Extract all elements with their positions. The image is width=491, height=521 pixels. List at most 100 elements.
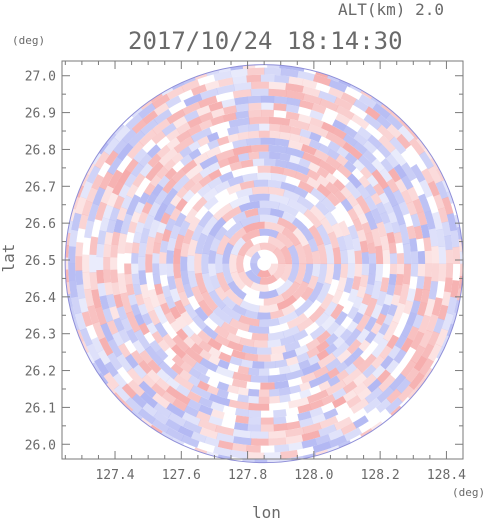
heatmap-cell: [92, 321, 106, 341]
heatmap-cell: [148, 218, 161, 239]
heatmap-cell: [216, 135, 230, 146]
heatmap-cell: [281, 281, 301, 301]
heatmap-cell: [176, 130, 191, 143]
heatmap-cell: [340, 422, 357, 436]
heatmap-cell: [296, 195, 315, 211]
heatmap-cell: [275, 278, 294, 296]
heatmap-cell: [147, 309, 161, 326]
heatmap-cell: [156, 144, 171, 159]
heatmap-cell: [346, 339, 362, 355]
heatmap-cell: [316, 349, 330, 361]
heatmap-cell: [402, 243, 412, 265]
heatmap-cell: [397, 125, 415, 143]
heatmap-cell: [424, 298, 436, 318]
heatmap-cell: [361, 222, 372, 235]
heatmap-cell: [307, 161, 321, 173]
y-axis-label: lat: [0, 244, 18, 273]
heatmap-cell: [326, 367, 340, 379]
heatmap-cell: [156, 293, 167, 306]
heatmap-cell: [200, 290, 218, 312]
heatmap-cell: [221, 205, 243, 223]
heatmap-cell: [268, 81, 287, 91]
heatmap-cell: [382, 320, 399, 342]
heatmap-cell: [238, 200, 260, 213]
heatmap-cell: [462, 220, 464, 237]
heatmap-cell: [198, 340, 213, 353]
heatmap-cell: [248, 102, 262, 111]
heatmap-cell: [441, 291, 451, 307]
heatmap-cell: [297, 403, 312, 414]
heatmap-cell: [319, 98, 339, 112]
heatmap-cell: [270, 208, 285, 218]
heatmap-cell: [267, 186, 286, 197]
heatmap-cell: [173, 373, 195, 391]
heatmap-cell: [421, 343, 434, 360]
heatmap-cell: [413, 225, 424, 240]
heatmap-cell: [288, 396, 310, 409]
heatmap-cell: [103, 269, 112, 283]
heatmap-cell: [146, 144, 161, 159]
heatmap-cell: [172, 115, 188, 129]
heatmap-cell: [376, 369, 391, 384]
heatmap-cell: [124, 173, 137, 188]
heatmap-cell: [338, 220, 351, 237]
heatmap-cell: [269, 395, 281, 404]
heatmap-cell: [276, 294, 297, 311]
heatmap-cell: [418, 193, 431, 213]
heatmap-cell: [282, 167, 298, 179]
heatmap-cell: [363, 113, 382, 131]
heatmap-cell: [253, 179, 269, 188]
heatmap-cell: [206, 384, 220, 396]
heatmap-cell: [396, 378, 411, 394]
heatmap-cell: [356, 183, 371, 200]
heatmap-cell: [131, 252, 139, 264]
heatmap-cell: [445, 263, 454, 279]
heatmap-cell: [184, 110, 200, 123]
heatmap-cell: [433, 317, 445, 334]
heatmap-cell: [174, 299, 187, 315]
heatmap-cell: [343, 160, 357, 173]
heatmap-cell: [230, 236, 247, 256]
heatmap-cell: [346, 395, 362, 409]
heatmap-cell: [171, 354, 185, 367]
heatmap-cell: [297, 410, 312, 421]
heatmap-cell: [227, 126, 240, 136]
heatmap-cell: [288, 118, 310, 131]
heatmap-cell: [375, 398, 392, 413]
heatmap-cell: [162, 178, 177, 194]
heatmap-cell: [154, 436, 171, 451]
heatmap-cell: [196, 105, 212, 117]
heatmap-cell: [176, 384, 191, 398]
heatmap-cell: [244, 309, 259, 320]
heatmap-cell: [427, 180, 440, 197]
heatmap-cell: [223, 105, 237, 115]
heatmap-cell: [212, 202, 233, 221]
heatmap-cell: [132, 283, 142, 296]
heatmap-cell: [279, 394, 291, 403]
heatmap-cell: [416, 301, 428, 317]
heatmap-cell: [258, 389, 270, 397]
heatmap-cell: [239, 337, 255, 348]
heatmap-cell: [335, 105, 355, 120]
y-tick-label: 26.6: [25, 217, 56, 232]
heatmap-cell: [244, 208, 259, 218]
heatmap-cell: [347, 288, 359, 303]
heatmap-cell: [362, 364, 377, 379]
heatmap-cell: [342, 367, 363, 386]
heatmap-cell: [109, 305, 120, 321]
heatmap-cell: [274, 74, 290, 84]
heatmap-cell: [161, 391, 177, 405]
heatmap-cell: [181, 411, 201, 426]
heatmap-cell: [424, 210, 436, 230]
y-tick-label: 26.1: [25, 401, 56, 416]
heatmap-cell: [247, 416, 262, 425]
heatmap-cell: [308, 224, 324, 246]
heatmap-cell: [250, 431, 269, 439]
heatmap-cell: [291, 280, 309, 301]
heatmap-cell: [387, 303, 398, 317]
heatmap-cell: [75, 241, 84, 257]
heatmap-cell: [99, 295, 110, 310]
heatmap-cell: [359, 274, 369, 288]
heatmap-cell: [214, 286, 228, 301]
heatmap-cell: [324, 210, 338, 227]
